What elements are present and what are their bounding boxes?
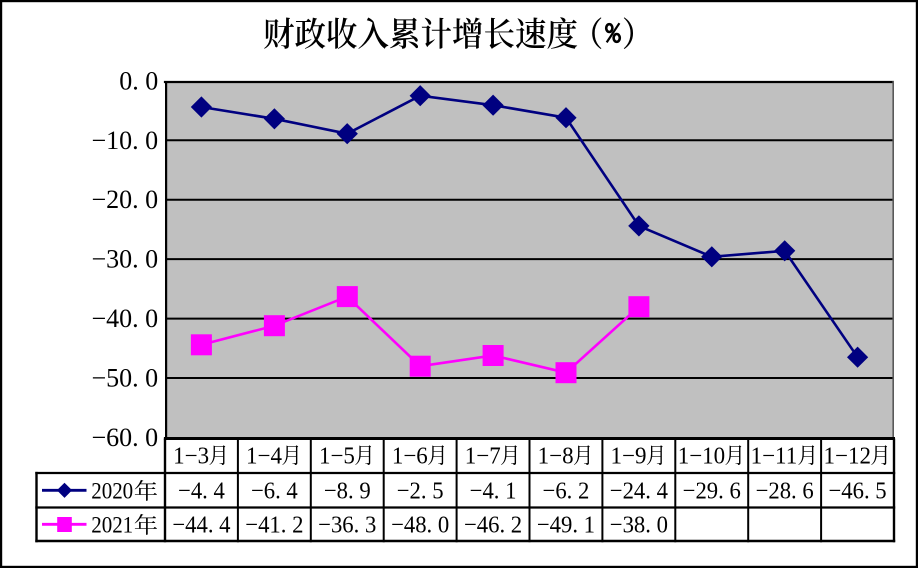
svg-text:1−12: 1−12 [823, 443, 870, 470]
svg-text:−38. 0: −38. 0 [610, 512, 668, 539]
svg-text:1−7: 1−7 [465, 443, 501, 470]
svg-text:1−9: 1−9 [611, 443, 647, 470]
svg-text:−46. 2: −46. 2 [464, 512, 522, 539]
svg-text:1−8: 1−8 [538, 443, 574, 470]
svg-text:−44. 4: −44. 4 [172, 512, 230, 539]
svg-text:−48. 0: −48. 0 [391, 512, 449, 539]
svg-text:−28. 6: −28. 6 [756, 478, 814, 505]
svg-text:−4. 4: −4. 4 [178, 478, 225, 505]
svg-text:−4. 1: −4. 1 [470, 478, 517, 505]
svg-text:−60. 0: −60. 0 [92, 423, 159, 452]
svg-text:−50. 0: −50. 0 [92, 364, 159, 393]
svg-text:−40. 0: −40. 0 [92, 304, 159, 333]
svg-text:0. 0: 0. 0 [119, 66, 158, 95]
svg-text:−6. 2: −6. 2 [543, 478, 590, 505]
svg-text:2020: 2020 [91, 477, 133, 503]
svg-text:−36. 3: −36. 3 [318, 512, 376, 539]
svg-text:1−3: 1−3 [173, 443, 209, 470]
svg-text:1−11: 1−11 [751, 443, 798, 470]
svg-text:−24. 4: −24. 4 [610, 478, 668, 505]
svg-text:−8. 9: −8. 9 [324, 478, 371, 505]
svg-text:−2. 5: −2. 5 [397, 478, 444, 505]
svg-text:1−10: 1−10 [678, 443, 725, 470]
svg-text:−46. 5: −46. 5 [828, 478, 886, 505]
svg-text:2021: 2021 [91, 511, 133, 537]
svg-text:1−4: 1−4 [246, 443, 282, 470]
svg-text:1−6: 1−6 [392, 443, 428, 470]
svg-text:−20. 0: −20. 0 [92, 185, 159, 214]
svg-text:−30. 0: −30. 0 [92, 245, 159, 274]
svg-text:−41. 2: −41. 2 [245, 512, 303, 539]
svg-text:−10. 0: −10. 0 [92, 126, 159, 155]
svg-text:−29. 6: −29. 6 [683, 478, 741, 505]
svg-text:1−5: 1−5 [319, 443, 355, 470]
svg-text:−6. 4: −6. 4 [251, 478, 298, 505]
svg-text:−49. 1: −49. 1 [537, 512, 595, 539]
